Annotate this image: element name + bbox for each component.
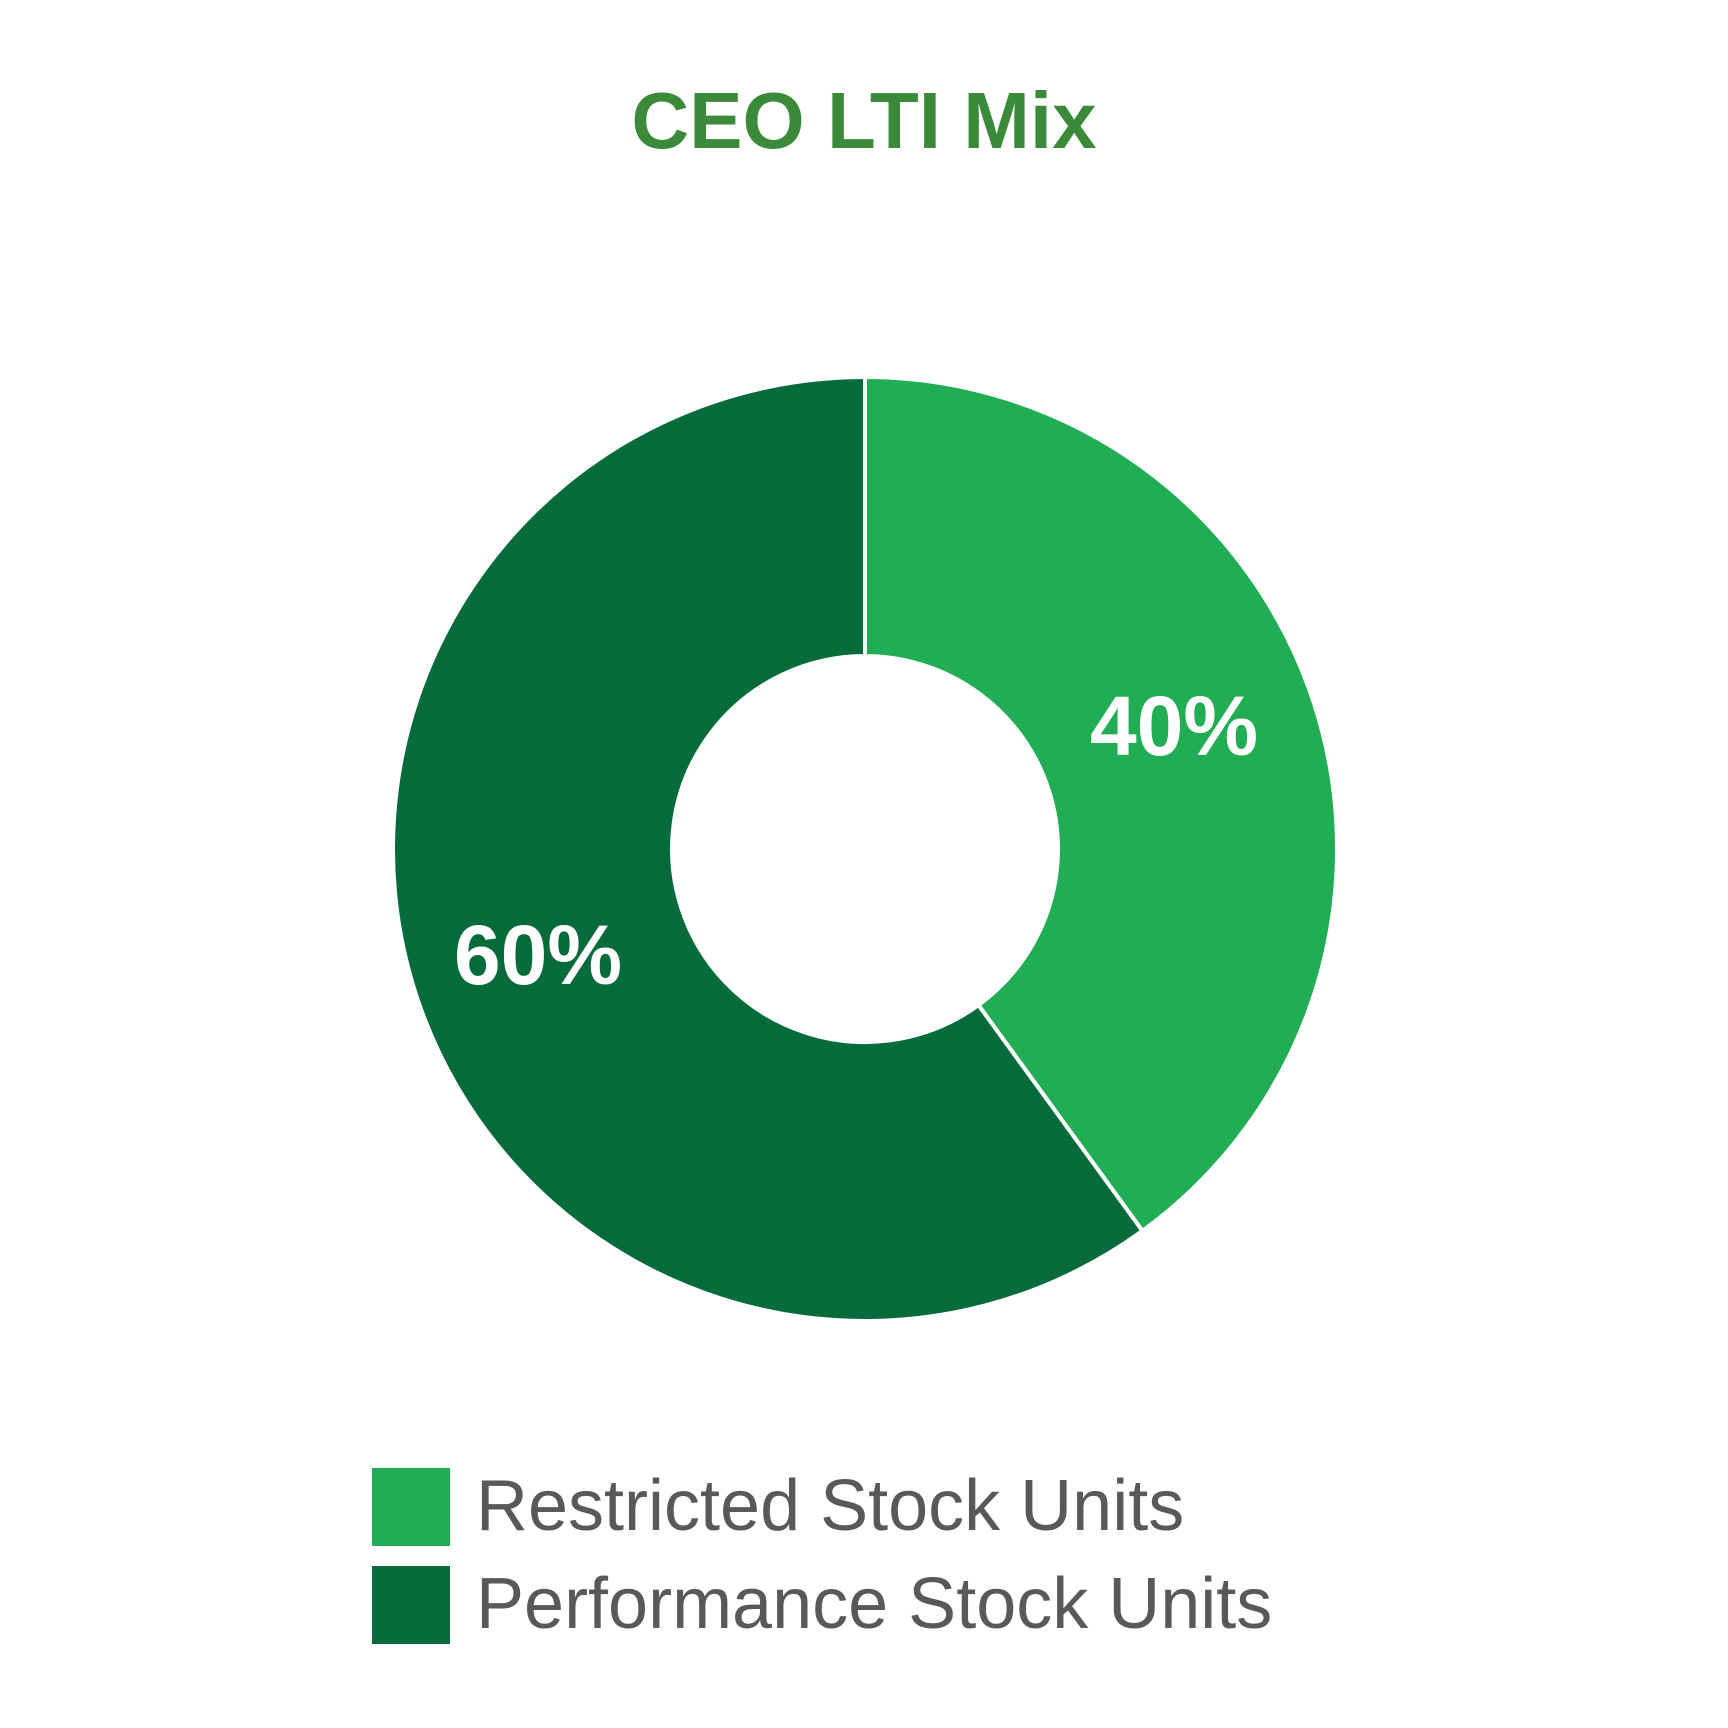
value-label: 60% xyxy=(454,908,622,1002)
value-label: 40% xyxy=(1090,679,1258,773)
chart-title: CEO LTI Mix xyxy=(631,76,1096,165)
legend-label: Restricted Stock Units xyxy=(476,1466,1184,1546)
donut-slice xyxy=(391,374,1146,1323)
legend-label: Performance Stock Units xyxy=(476,1564,1272,1644)
donut-slice xyxy=(863,374,1339,1234)
legend-swatch xyxy=(372,1566,450,1644)
legend-swatch xyxy=(372,1468,450,1546)
